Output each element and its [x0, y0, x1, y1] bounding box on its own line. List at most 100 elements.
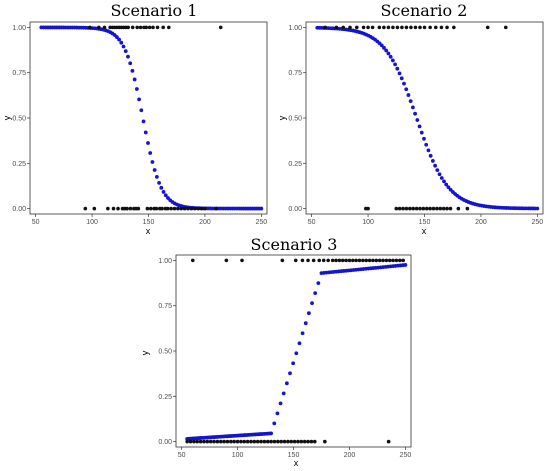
scenario-3-observed-point-y0	[245, 439, 250, 444]
scenario-3-observed-point-y1	[321, 258, 326, 263]
scenario-2-fitted-point	[404, 87, 409, 92]
scenario-2-x-tick-label: 200	[475, 219, 487, 226]
scenario-1-observed-point-y1	[135, 25, 140, 30]
scenario-3-observed-point-y0	[269, 439, 273, 444]
scenario-2-observed-point-y1	[395, 25, 400, 30]
scenario-3-fitted-point	[300, 331, 305, 336]
scenario-3-y-tick-label: 0.25	[158, 394, 172, 401]
scenario-3-fitted-point	[306, 311, 311, 316]
scenario-2-observed-point-y1	[391, 25, 395, 30]
scenario-2-fitted-point	[428, 153, 433, 158]
scenario-1-observed-point-y1	[161, 25, 165, 30]
scenario-1-observed-point-y0	[176, 206, 180, 211]
scenario-2-fitted-point	[390, 58, 395, 63]
scenario-1-observed-point-y1	[147, 25, 152, 30]
scenario-1-x-tick-label: 250	[256, 219, 268, 226]
scenario-1-observed-point-y0	[128, 206, 133, 211]
scenario-1-fitted-point	[161, 190, 166, 194]
scenario-3-observed-point-y1	[371, 258, 375, 263]
scenario-3-observed-point-y0	[205, 439, 210, 444]
scenario-2-fitted-point	[382, 45, 386, 50]
scenario-3-observed-point-y1	[347, 258, 352, 263]
scenario-3-observed-point-y1	[391, 258, 395, 263]
scenario-1-observed-point-y0	[169, 206, 173, 211]
scenario-1-observed-point-y0	[154, 206, 159, 211]
scenario-3-observed-point-y0	[299, 439, 304, 444]
scenario-1-title: Scenario 1	[111, 1, 198, 20]
scenario-1-observed-point-y0	[182, 206, 187, 211]
scenario-3-observed-point-y0	[309, 439, 314, 444]
scenario-2-observed-point-y0	[394, 206, 399, 211]
scenario-3-fitted-point	[303, 321, 308, 326]
scenario-1-observed-point-y0	[214, 206, 219, 211]
scenario-3-fitted-point	[278, 401, 283, 406]
scenario-2-observed-point-y0	[397, 206, 402, 211]
scenario-3-observed-point-y1	[394, 258, 399, 263]
scenario-3-fitted-point	[297, 341, 302, 346]
scenario-3-fitted-point	[294, 351, 299, 356]
scenario-2-observed-point-y0	[418, 206, 422, 211]
scenario-3-y-tick-label: 0.50	[158, 349, 172, 356]
scenario-3-observed-point-y1	[190, 258, 195, 263]
scenario-1-fitted-point	[126, 54, 130, 59]
scenario-2-observed-point-y1	[354, 25, 359, 30]
scenario-3-observed-point-y0	[232, 439, 236, 444]
scenario-1-y-tick-label: 0.25	[12, 161, 26, 168]
scenario-1-y-tick-label: 0.00	[12, 206, 26, 213]
scenario-3-observed-point-y0	[312, 439, 317, 444]
scenario-2-y-tick-label: 0.75	[288, 70, 302, 77]
scenario-2-fitted-point	[437, 172, 442, 177]
scenario-1-observed-point-y0	[145, 206, 150, 211]
scenario-2-observed-point-y1	[323, 25, 327, 30]
scenario-2-fitted-point	[446, 185, 451, 190]
scenario-3-observed-point-y1	[317, 258, 322, 263]
scenario-2-y-tick-label: 0.25	[288, 161, 302, 168]
scenario-3-observed-point-y1	[398, 258, 402, 263]
scenario-1-observed-point-y1	[102, 25, 107, 30]
scenario-1-observed-point-y0	[199, 206, 204, 211]
scenario-3-observed-point-y0	[292, 439, 297, 444]
scenario-2-observed-point-y0	[421, 206, 426, 211]
scenario-2-fitted-point	[397, 71, 402, 76]
scenario-3-observed-point-y1	[357, 258, 362, 263]
scenario-1-x-tick-label: 100	[86, 219, 98, 226]
scenario-3-x-tick-label: 250	[400, 452, 412, 459]
scenario-2-fitted-point	[424, 142, 429, 147]
scenario-1-fitted-point	[119, 40, 124, 45]
scenario-3-x-tick-label: 100	[232, 452, 244, 459]
scenario-3-observed-point-y0	[222, 439, 226, 444]
scenario-3-fitted-point	[281, 391, 286, 396]
scenario-2-observed-point-y1	[366, 25, 370, 30]
scenario-1-y-tick-label: 0.75	[12, 70, 26, 77]
scenario-2-observed-point-y0	[438, 206, 443, 211]
scenario-3-observed-point-y0	[276, 439, 280, 444]
scenario-2-fitted-point	[402, 81, 406, 86]
scenario-2-observed-point-y0	[404, 206, 409, 211]
scenario-1-observed-point-y1	[88, 25, 92, 30]
scenario-3-observed-point-y0	[218, 439, 223, 444]
scenario-2-fitted-point	[439, 176, 444, 180]
scenario-3-observed-point-y0	[225, 439, 230, 444]
scenario-2-observed-point-y0	[465, 206, 470, 211]
scenario-1-observed-point-y1	[97, 25, 101, 30]
scenario-1-observed-point-y0	[189, 206, 194, 211]
scenario-2-observed-point-y1	[409, 25, 413, 30]
scenario-3-fitted-point	[284, 381, 289, 386]
scenario-2-observed-point-y0	[401, 206, 405, 211]
scenario-2-observed-point-y1	[433, 25, 438, 30]
scenario-3-observed-point-y0	[386, 439, 391, 444]
scenario-3-observed-point-y0	[255, 439, 260, 444]
scenario-1-observed-point-y0	[192, 206, 197, 211]
scenario-1-fitted-point	[146, 141, 150, 145]
scenario-2-fitted-point	[435, 168, 440, 173]
scenario-1-observed-point-y1	[218, 25, 223, 30]
scenario-1-observed-point-y0	[148, 206, 153, 211]
scenario-3-observed-point-y1	[374, 258, 379, 263]
scenario-2-fitted-point	[415, 118, 420, 122]
scenario-1-observed-point-y0	[125, 206, 129, 211]
scenario-2-x-tick-label: 50	[308, 219, 316, 226]
scenario-3-observed-point-y0	[265, 439, 270, 444]
scenario-2-observed-point-y1	[452, 25, 456, 30]
scenario-1-fitted-point	[132, 77, 137, 82]
